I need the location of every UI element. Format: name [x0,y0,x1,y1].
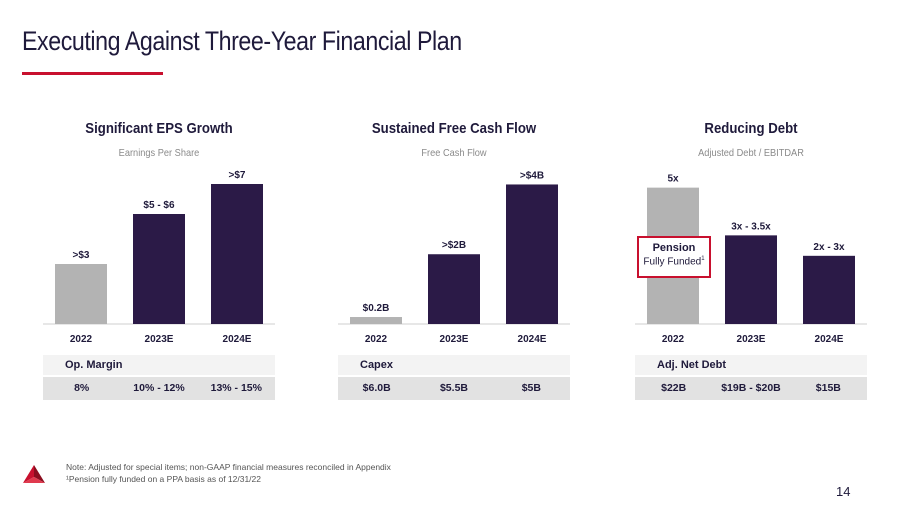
title-underline [22,72,163,75]
metric-value: $5.5B [439,382,468,394]
metric-row: $22B $19B - $20B $15B [635,377,867,400]
fcf-bar-chart: $0.2B 2022 >$2B 2023E >$4B 2024E [338,170,570,345]
pension-callout: Pension Fully Funded1 [637,236,711,278]
data-label: $0.2B [363,303,390,314]
metric-label: Op. Margin [43,355,275,375]
metric-label: Adj. Net Debt [635,355,867,375]
panel-title: Reducing Debt [704,120,798,137]
metric-value: $22B [661,382,687,394]
x-tick-label: 2023E [145,334,174,345]
x-tick-label: 2023E [440,334,469,345]
data-label: >$2B [442,240,466,251]
x-tick-label: 2024E [518,334,547,345]
panel-subtitle: Free Cash Flow [421,147,487,159]
data-label: 3x - 3.5x [731,221,771,232]
x-tick-label: 2024E [223,334,252,345]
bar-2024e [803,255,855,324]
metric-row: 8% 10% - 12% 13% - 15% [43,377,275,400]
x-tick-label: 2024E [815,334,844,345]
eps-bar-chart: >$3 2022 $5 - $6 2023E >$7 2024E [43,170,275,345]
footnotes: Note: Adjusted for special items; non-GA… [66,461,391,485]
bar-2022 [350,317,402,324]
bar-2024e [506,184,558,324]
bar-2023e [428,254,480,324]
metric-value: $15B [815,382,841,394]
panel-subtitle: Adjusted Debt / EBITDAR [698,147,804,159]
data-label: $5 - $6 [143,200,175,211]
data-label: >$7 [229,170,246,181]
data-label: 2x - 3x [813,242,845,253]
metric-row: $6.0B $5.5B $5B [338,377,570,400]
metric-value: $5B [521,382,541,394]
x-tick-label: 2022 [662,334,685,345]
footnote-note: Note: Adjusted for special items; non-GA… [66,462,391,472]
callout-line2: Fully Funded1 [643,256,705,268]
metric-label: Capex [338,355,570,375]
metric-value: 13% - 15% [210,382,262,394]
bar-2023e [725,235,777,324]
metric-value: $19B - $20B [721,382,781,394]
x-tick-label: 2023E [737,334,766,345]
data-label: 5x [667,174,679,185]
x-tick-label: 2022 [365,334,388,345]
data-label: >$4B [520,170,544,181]
metric-value: 8% [74,382,90,394]
metric-value: $6.0B [362,382,391,394]
footnote-pension: ¹Pension fully funded on a PPA basis as … [66,474,262,484]
bar-2022 [55,264,107,324]
panel-title: Sustained Free Cash Flow [371,120,537,137]
panel-fcf: Sustained Free Cash Flow Free Cash Flow … [338,116,570,406]
panel-eps: Significant EPS Growth Earnings Per Shar… [43,116,275,406]
bar-2024e [211,184,263,324]
panel-subtitle: Earnings Per Share [118,147,200,159]
callout-line1: Pension [652,242,696,254]
slide-title: Executing Against Three-Year Financial P… [22,26,462,56]
panel-title: Significant EPS Growth [85,120,233,137]
footnote-marker: 1 [701,256,705,262]
metric-value: 10% - 12% [133,382,185,394]
page-number: 14 [836,484,851,499]
x-tick-label: 2022 [70,334,93,345]
delta-logo-icon [23,465,45,483]
panel-debt: Reducing Debt Adjusted Debt / EBITDAR 5x… [635,116,867,406]
data-label: >$3 [73,250,90,261]
bar-2023e [133,214,185,324]
